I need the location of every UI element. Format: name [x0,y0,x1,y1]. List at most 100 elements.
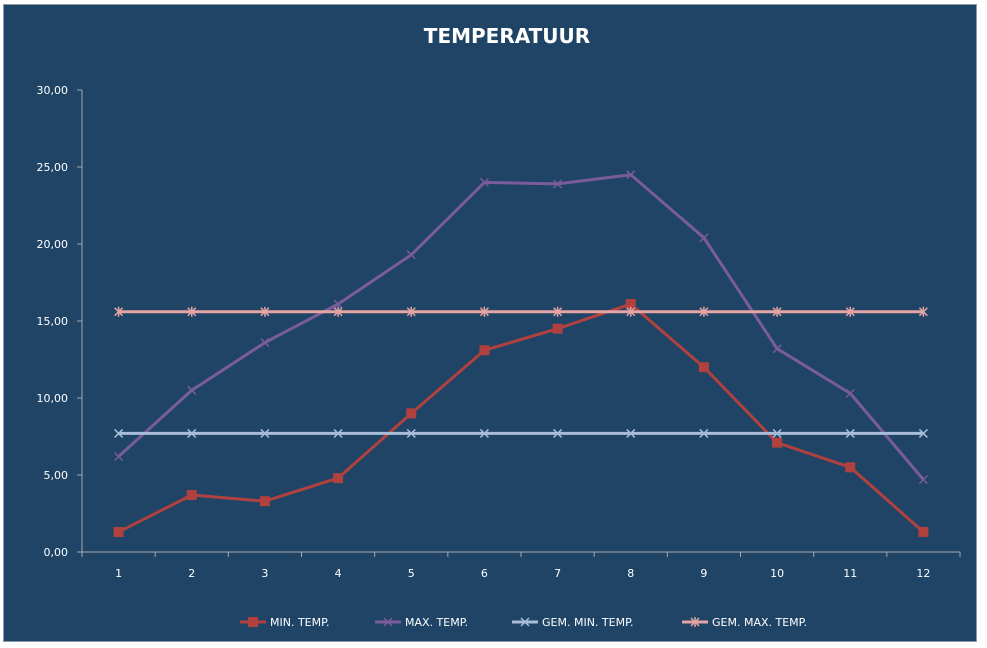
data-point [699,428,709,438]
data-point [260,428,270,438]
data-point [699,306,709,317]
marker-stroke [114,451,124,462]
marker-stroke [772,344,782,354]
data-point [479,306,489,317]
series-line [117,302,925,534]
legend-item: MAX. TEMP. [375,616,468,629]
marker-stroke [553,428,563,438]
y-tick-label: 20,00 [37,238,69,251]
data-point [698,362,709,373]
data-point [406,408,417,419]
data-point [186,490,197,501]
x-tick-label: 12 [916,567,930,580]
series-4 [114,306,928,317]
data-point [259,496,270,507]
series-line [117,173,925,481]
marker-stroke [918,475,928,485]
marker-stroke [260,428,270,438]
data-point [333,428,343,438]
legend-label: GEM. MAX. TEMP. [712,616,807,629]
x-tick-label: 8 [627,567,634,580]
legend-label: MIN. TEMP. [270,616,330,629]
x-tick-label: 4 [335,567,342,580]
legend-marker [690,617,700,627]
x-tick-label: 2 [188,567,195,580]
legend-marker [520,617,530,627]
x-tick-label: 9 [700,567,707,580]
legend-item: MIN. TEMP. [240,616,330,629]
data-point [845,306,855,317]
data-point [187,428,197,438]
marker-stroke [333,299,343,309]
legend-label: GEM. MIN. TEMP. [542,616,634,629]
legend-item: GEM. MIN. TEMP. [512,616,634,629]
data-point [772,306,782,317]
marker-stroke [845,388,855,398]
data-point [772,428,782,438]
data-point [918,428,928,438]
data-point [406,306,416,317]
y-tick-label: 5,00 [44,469,69,482]
data-point [333,299,343,309]
data-point [406,428,416,438]
marker-stroke [383,617,393,627]
marker-stroke [187,385,197,395]
x-tick-label: 1 [115,567,122,580]
data-point [333,306,343,317]
data-point [626,170,636,180]
marker-stroke [479,428,489,438]
marker-stroke [406,250,416,260]
x-tick-label: 11 [843,567,857,580]
data-point [333,473,344,484]
x-tick-label: 5 [408,567,415,580]
y-tick-label: 0,00 [44,546,69,559]
y-tick-label: 30,00 [37,84,69,97]
y-tick-label: 10,00 [37,392,69,405]
data-point [479,345,490,356]
data-point [260,338,270,348]
data-point [113,526,124,537]
marker-stroke [699,233,709,243]
data-point [699,233,709,243]
series-3 [114,428,928,438]
data-point [845,428,855,438]
data-point [553,306,563,317]
legend-marker [383,617,393,627]
data-point [845,388,855,398]
legend-marker [248,617,258,627]
data-point [260,306,270,317]
data-point [772,344,782,354]
marker-stroke [918,428,928,438]
marker-stroke [406,428,416,438]
marker-stroke [772,428,782,438]
x-tick-label: 6 [481,567,488,580]
x-tick-label: 7 [554,567,561,580]
marker-stroke [699,428,709,438]
data-point [625,299,636,310]
data-point [918,526,929,537]
y-tick-label: 15,00 [37,315,69,328]
marker-stroke [626,428,636,438]
data-point [114,451,124,462]
x-tick-label: 3 [261,567,268,580]
marker-stroke [520,617,530,627]
data-point [772,437,783,448]
x-tick-label: 10 [770,567,784,580]
data-point [552,323,563,334]
marker-stroke [333,428,343,438]
chart-area [3,4,977,642]
series-2 [114,170,928,485]
data-point [187,306,197,317]
legend-item: GEM. MAX. TEMP. [682,616,807,629]
marker-stroke [845,428,855,438]
data-point [187,385,197,395]
marker-stroke [260,338,270,348]
legend: MIN. TEMP. MAX. TEMP. GEM. MIN. TEMP. GEM. … [240,616,807,629]
chart-title: TEMPERATUUR [424,24,590,48]
marker-stroke [114,428,124,438]
series-layer [113,170,929,537]
data-point [918,306,928,317]
y-tick-label: 25,00 [37,161,69,174]
